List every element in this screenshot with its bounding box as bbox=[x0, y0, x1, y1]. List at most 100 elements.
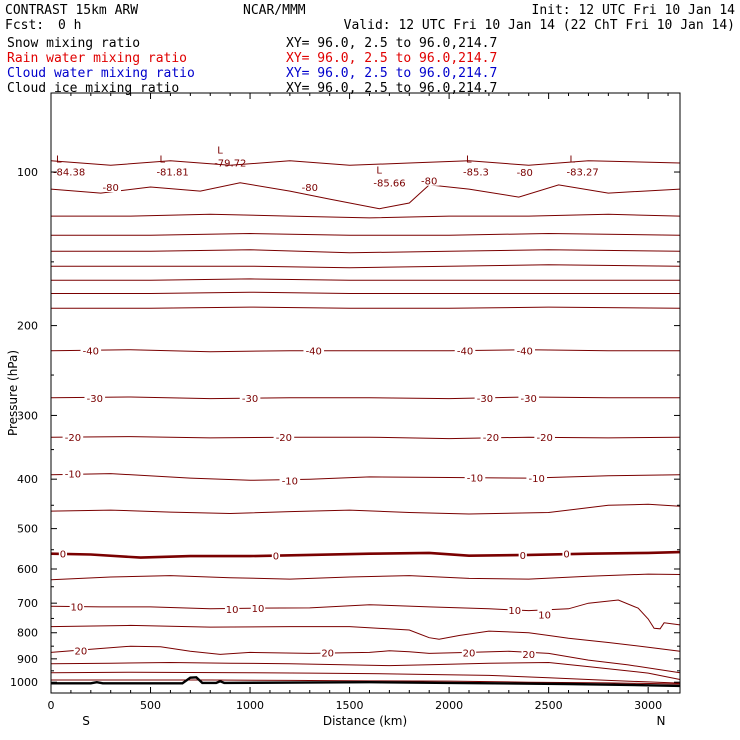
minimum-marker: L bbox=[56, 155, 62, 166]
contour-label: -40 bbox=[457, 347, 473, 358]
contour-label-bg bbox=[562, 547, 571, 559]
contour-label-bg bbox=[62, 431, 84, 443]
y-tick-label: 900 bbox=[17, 653, 38, 666]
minimum-value: -85.3 bbox=[463, 168, 489, 179]
contour-label-bg bbox=[521, 647, 536, 659]
x-tick-label: 1500 bbox=[336, 699, 364, 712]
minimum-marker: L bbox=[570, 155, 576, 166]
contour-label: 20 bbox=[321, 649, 334, 660]
x-tick-label: 2500 bbox=[535, 699, 563, 712]
contour-label: 10 bbox=[71, 602, 84, 613]
contour-label: -30 bbox=[521, 394, 537, 405]
minimum-marker: L bbox=[466, 155, 472, 166]
minimum-marker: L bbox=[159, 155, 165, 166]
minimum-value: -81.81 bbox=[156, 168, 188, 179]
contour-label-bg bbox=[418, 174, 440, 186]
contour-label-bg bbox=[514, 166, 536, 178]
contour-label: -40 bbox=[306, 347, 322, 358]
contour-label: -80 bbox=[103, 183, 119, 194]
contour-label-bg bbox=[80, 344, 102, 356]
contour-label-bg bbox=[100, 181, 122, 193]
contour-label: 20 bbox=[74, 646, 87, 657]
contour-label: -10 bbox=[282, 476, 298, 487]
field-name: Cloud water mixing ratio bbox=[7, 66, 195, 81]
y-tick-label: 100 bbox=[17, 166, 38, 179]
y-tick-label: 300 bbox=[17, 409, 38, 422]
contour-line-m50 bbox=[51, 306, 681, 309]
contour-line-m30 bbox=[50, 396, 680, 400]
contour-line-m5 bbox=[50, 503, 681, 515]
contour-label: 0 bbox=[520, 551, 526, 562]
contour-label-bg bbox=[239, 391, 261, 403]
contour-label-bg bbox=[279, 474, 301, 486]
field-name: Cloud ice mixing ratio bbox=[7, 81, 179, 96]
contour-label: -80 bbox=[302, 183, 318, 194]
contour-label: -10 bbox=[529, 474, 545, 485]
x-axis-label: Distance (km) bbox=[323, 714, 407, 728]
minimum-value: -83.27 bbox=[567, 168, 599, 179]
contour-label-bg bbox=[273, 431, 295, 443]
fcst-value: 0 h bbox=[58, 18, 81, 33]
contour-label-bg bbox=[461, 646, 477, 658]
plot-frame bbox=[50, 92, 681, 694]
contour-label: -20 bbox=[65, 433, 81, 444]
contour-line-20 bbox=[50, 645, 681, 674]
contour-label-bg bbox=[526, 472, 547, 484]
minimum-value: -79.72 bbox=[214, 158, 246, 169]
x-tick-label: 0 bbox=[48, 699, 55, 712]
contour-line-30 bbox=[50, 671, 681, 684]
contour-line-m10 bbox=[50, 473, 681, 481]
contour-label: -40 bbox=[83, 347, 99, 358]
contour-label: 10 bbox=[226, 605, 239, 616]
y-tick-label: 200 bbox=[17, 320, 38, 333]
field-xy: XY= 96.0, 2.5 to 96.0,214.7 bbox=[286, 66, 497, 81]
x-endpoint-right: N bbox=[657, 714, 666, 728]
contour-label: -20 bbox=[536, 433, 552, 444]
contour-label: 0 bbox=[273, 552, 279, 563]
contour-label-bg bbox=[73, 644, 89, 656]
minimum-marker: L bbox=[217, 145, 223, 156]
contour-label-bg bbox=[454, 344, 476, 356]
contour-label: 0 bbox=[60, 550, 66, 561]
contour-label-bg bbox=[58, 547, 68, 559]
field-name: Snow mixing ratio bbox=[7, 36, 140, 51]
contour-label: 20 bbox=[522, 650, 535, 661]
minimum-marker: L bbox=[376, 166, 382, 177]
contour-label-bg bbox=[224, 602, 240, 614]
org-label: NCAR/MMM bbox=[243, 3, 306, 18]
y-tick-label: 600 bbox=[17, 563, 38, 576]
contour-label-bg bbox=[474, 391, 496, 403]
y-tick-label: 400 bbox=[17, 473, 38, 486]
contour-line-m60 bbox=[51, 278, 680, 281]
contour-line-m70 bbox=[51, 249, 681, 254]
contour-label-bg bbox=[320, 646, 335, 658]
contour-line-m80 bbox=[50, 182, 681, 210]
contour-line-30 bbox=[51, 679, 681, 685]
contour-label-bg bbox=[250, 602, 266, 614]
contour-label-bg bbox=[303, 344, 325, 356]
field-legend: Snow mixing ratio XY= 96.0, 2.5 to 96.0,… bbox=[7, 36, 497, 96]
contour-label: -40 bbox=[517, 347, 533, 358]
contour-line-10 bbox=[50, 599, 681, 630]
field-xy: XY= 96.0, 2.5 to 96.0,214.7 bbox=[286, 51, 497, 66]
contour-line-20 bbox=[50, 661, 681, 680]
contour-label-bg bbox=[480, 431, 502, 443]
contour-label-bg bbox=[464, 471, 486, 483]
contour-label: -30 bbox=[87, 394, 103, 405]
field-name: Rain water mixing ratio bbox=[7, 51, 187, 66]
y-tick-label: 700 bbox=[17, 597, 38, 610]
contour-label: -30 bbox=[477, 394, 493, 405]
contour-line-10 bbox=[50, 624, 681, 652]
contour-label: 10 bbox=[508, 606, 521, 617]
contour-label: -80 bbox=[421, 177, 437, 188]
x-endpoint-left: S bbox=[82, 714, 90, 728]
contour-label: -10 bbox=[467, 474, 483, 485]
y-tick-label: 500 bbox=[17, 523, 38, 536]
contour-label-bg bbox=[514, 344, 536, 356]
contour-label: -20 bbox=[276, 433, 292, 444]
contour-label-bg bbox=[271, 549, 281, 561]
init-time: Init: 12 UTC Fri 10 Jan 14 bbox=[532, 3, 736, 18]
contour-label-bg bbox=[69, 600, 85, 612]
contour-line-0 bbox=[50, 550, 681, 559]
